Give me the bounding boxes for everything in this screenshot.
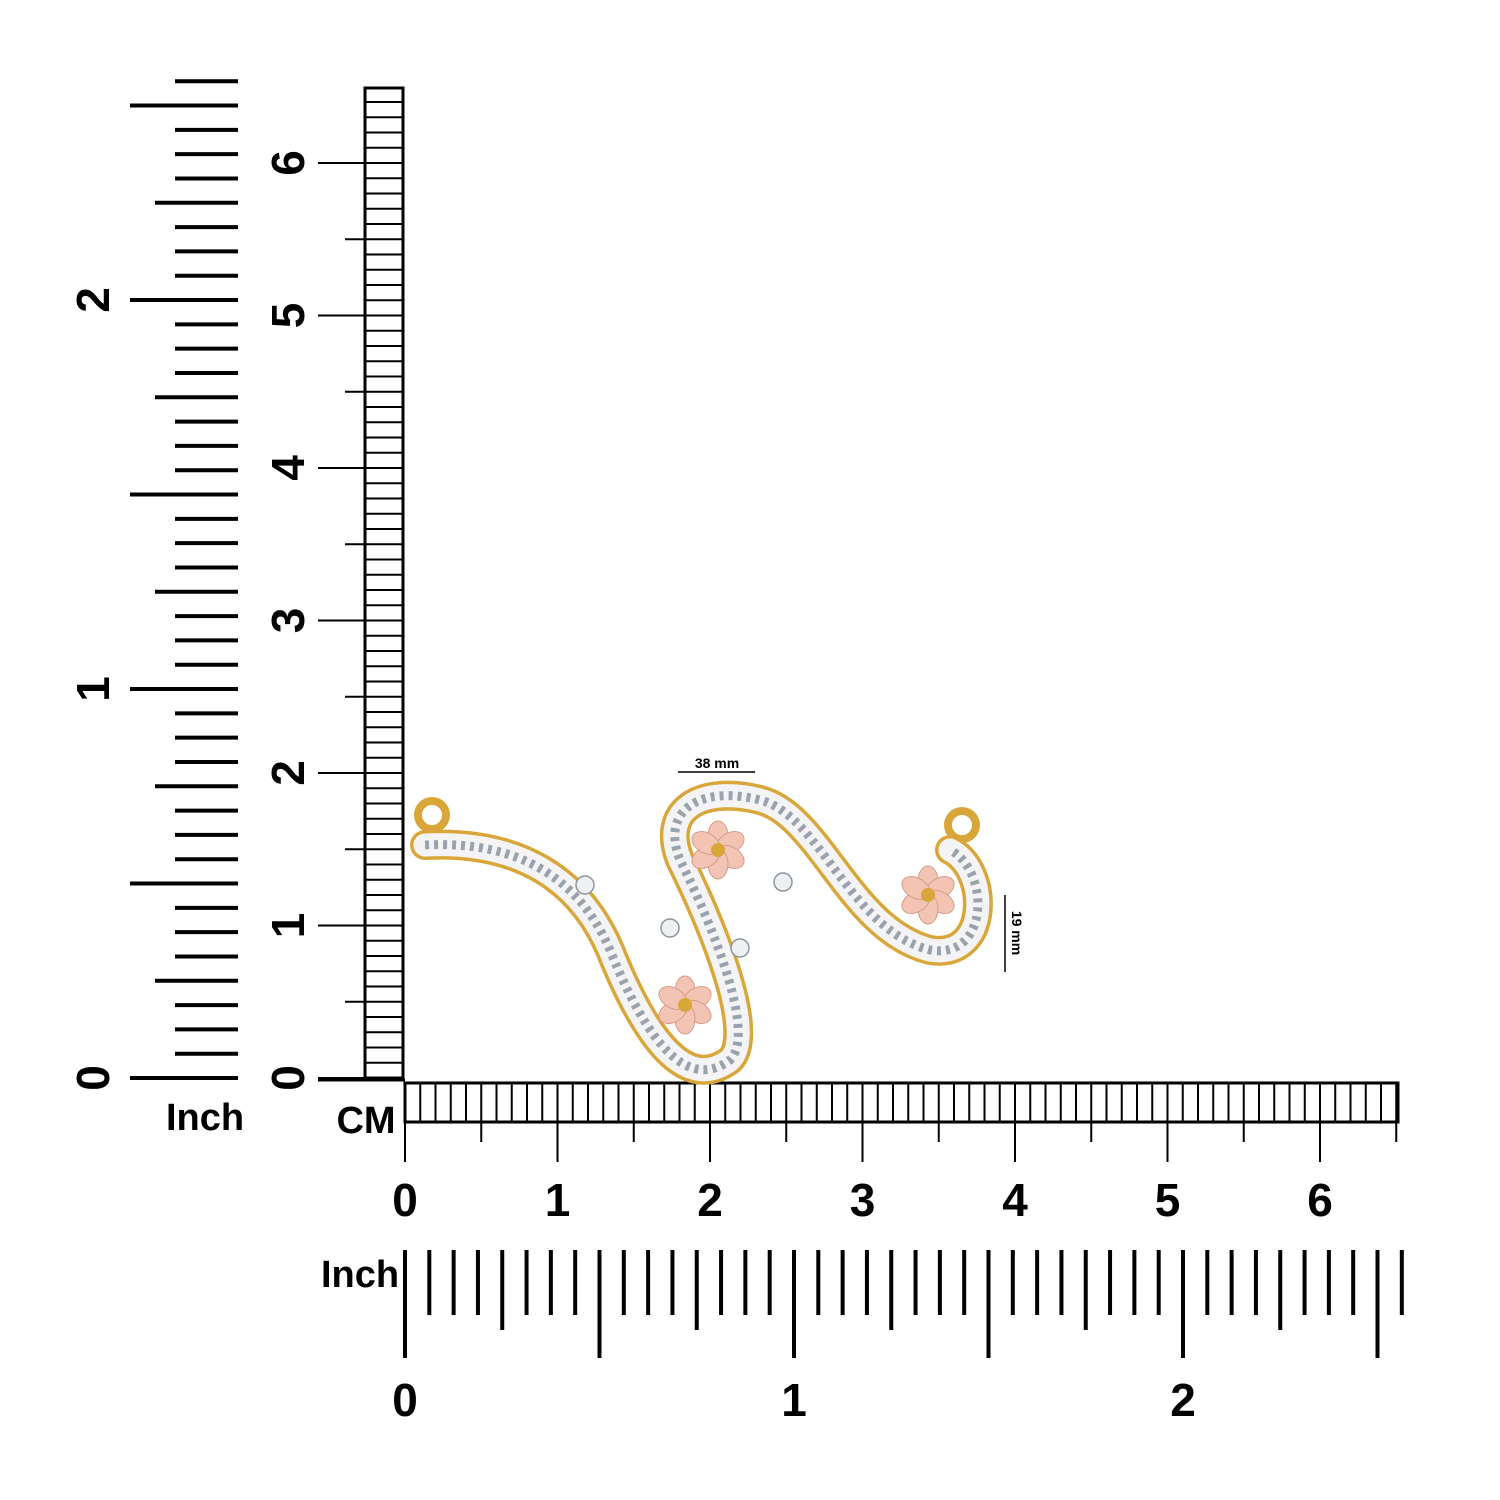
dimension-width: 38 mm (678, 755, 755, 773)
diamond (730, 938, 750, 958)
cm-label: 3 (850, 1174, 876, 1226)
inch-label: 1 (781, 1374, 807, 1426)
cm-horizontal-box (403, 1081, 1400, 1124)
bail-left (414, 797, 450, 833)
cm-vertical-box (363, 86, 405, 1080)
cm-label: 4 (262, 455, 314, 481)
inch-label: 0 (392, 1374, 418, 1426)
unit-label: Inch (321, 1254, 399, 1296)
pendant (410, 780, 993, 1085)
cm-label: 5 (262, 303, 314, 329)
bail-right (944, 807, 980, 843)
cm-label: 6 (1307, 1174, 1333, 1226)
cm-label: 2 (262, 760, 314, 786)
diamond (773, 872, 793, 892)
inch-label: 1 (67, 676, 119, 702)
unit-label: Inch (166, 1097, 244, 1139)
diamond (660, 918, 680, 938)
cm-label: 1 (262, 913, 314, 939)
cm-label: 6 (262, 150, 314, 176)
cm-label: 2 (697, 1174, 723, 1226)
cm-label: 3 (262, 608, 314, 634)
flower-center (711, 843, 725, 857)
flower-center (921, 888, 935, 902)
unit-label: CM (336, 1100, 395, 1142)
rulers: 0 1 2 0 1 2 3 4 5 6 0 1 2 3 4 5 6 0 1 2 Inch CM Inch (67, 79, 1404, 1426)
inch-label: 0 (67, 1065, 119, 1091)
dimension-height: 19 mm (1004, 895, 1025, 972)
flower (901, 865, 955, 925)
diamond (575, 875, 595, 895)
flower-center (678, 998, 692, 1012)
flower (658, 975, 712, 1035)
height-label: 19 mm (1009, 911, 1025, 955)
flower (691, 820, 745, 880)
cm-label: 0 (262, 1065, 314, 1091)
cm-label: 1 (545, 1174, 571, 1226)
pendant-diamonds (424, 791, 983, 1075)
inch-label: 2 (67, 287, 119, 313)
cm-label: 5 (1155, 1174, 1181, 1226)
cm-label: 4 (1002, 1174, 1028, 1226)
width-label: 38 mm (695, 755, 739, 771)
inch-label: 2 (1170, 1374, 1196, 1426)
cm-label: 0 (392, 1174, 418, 1226)
